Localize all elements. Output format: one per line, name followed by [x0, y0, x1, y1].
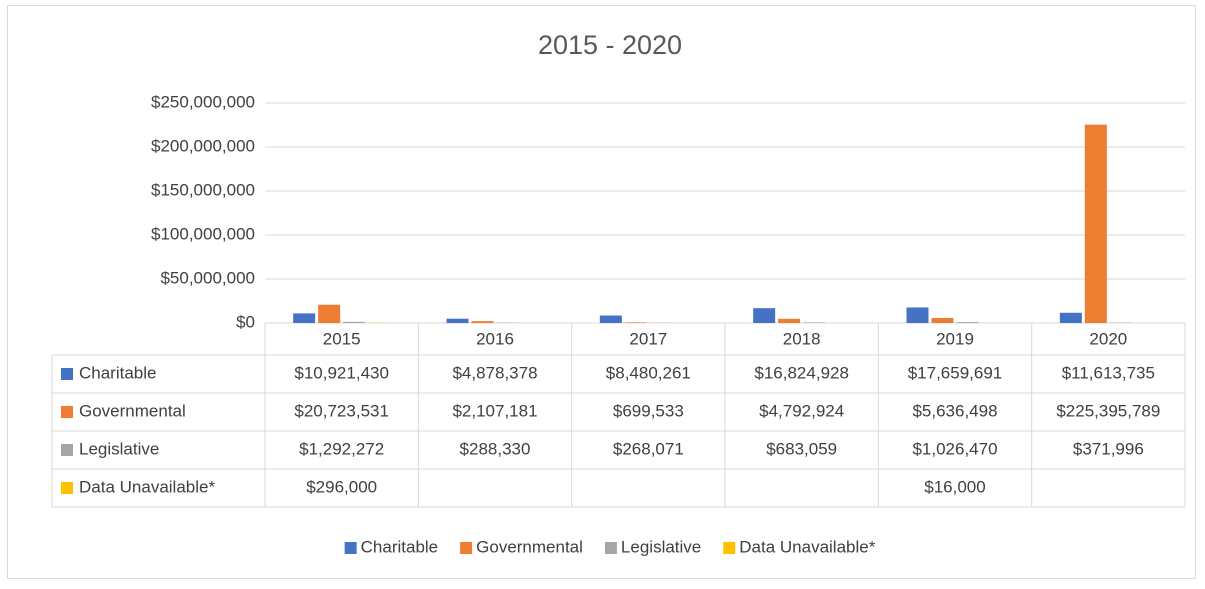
table-key — [61, 406, 73, 418]
table-value: $1,026,470 — [912, 439, 997, 458]
y-tick-label: $250,000,000 — [151, 92, 255, 111]
y-tick-label: $150,000,000 — [151, 180, 255, 199]
x-tick-label: 2016 — [476, 329, 514, 348]
legend-label: Charitable — [361, 537, 439, 556]
table-value: $1,292,272 — [299, 439, 384, 458]
table-key — [61, 482, 73, 494]
table-value: $2,107,181 — [452, 401, 537, 420]
bar — [932, 318, 954, 323]
bar — [625, 322, 647, 323]
table-value: $699,533 — [613, 401, 684, 420]
legend-label: Legislative — [621, 537, 701, 556]
table-value: $10,921,430 — [294, 363, 389, 382]
bar — [447, 319, 469, 323]
y-tick-label: $100,000,000 — [151, 224, 255, 243]
y-tick-label: $200,000,000 — [151, 136, 255, 155]
table-value: $11,613,735 — [1062, 363, 1155, 382]
bar — [907, 307, 929, 323]
legend-label: Governmental — [476, 537, 583, 556]
table-value: $4,878,378 — [452, 363, 537, 382]
table-value: $225,395,789 — [1056, 401, 1160, 420]
legend-key — [460, 542, 472, 554]
bar — [803, 322, 825, 323]
bar — [343, 322, 365, 323]
table-series-label: Governmental — [79, 401, 186, 420]
table-series-label: Charitable — [79, 363, 157, 382]
bar — [600, 316, 622, 323]
bar — [1085, 125, 1107, 323]
x-tick-label: 2017 — [629, 329, 667, 348]
table-value: $16,000 — [924, 477, 985, 496]
table-value: $296,000 — [306, 477, 377, 496]
legend-key — [723, 542, 735, 554]
bar — [778, 319, 800, 323]
bar — [472, 321, 494, 323]
table-value: $5,636,498 — [912, 401, 997, 420]
table-value: $16,824,928 — [754, 363, 849, 382]
bar — [753, 308, 775, 323]
x-tick-label: 2019 — [936, 329, 974, 348]
table-value: $4,792,924 — [759, 401, 844, 420]
table-value: $17,659,691 — [908, 363, 1003, 382]
y-tick-label: $0 — [236, 312, 255, 331]
table-value: $288,330 — [460, 439, 531, 458]
bar — [293, 313, 315, 323]
legend-key — [605, 542, 617, 554]
chart-title: 2015 - 2020 — [538, 30, 682, 60]
table-series-label: Legislative — [79, 439, 159, 458]
table-value: $268,071 — [613, 439, 684, 458]
table-value: $683,059 — [766, 439, 837, 458]
legend-label: Data Unavailable* — [739, 537, 875, 556]
table-key — [61, 444, 73, 456]
x-tick-label: 2020 — [1089, 329, 1127, 348]
x-tick-label: 2015 — [323, 329, 361, 348]
table-value: $371,996 — [1073, 439, 1144, 458]
table-key — [61, 368, 73, 380]
table-value: $8,480,261 — [606, 363, 691, 382]
bar — [318, 305, 340, 323]
table-series-label: Data Unavailable* — [79, 477, 215, 496]
bar — [1060, 313, 1082, 323]
table-value: $20,723,531 — [294, 401, 389, 420]
legend-key — [345, 542, 357, 554]
x-tick-label: 2018 — [783, 329, 821, 348]
bar — [957, 322, 979, 323]
y-tick-label: $50,000,000 — [160, 268, 255, 287]
